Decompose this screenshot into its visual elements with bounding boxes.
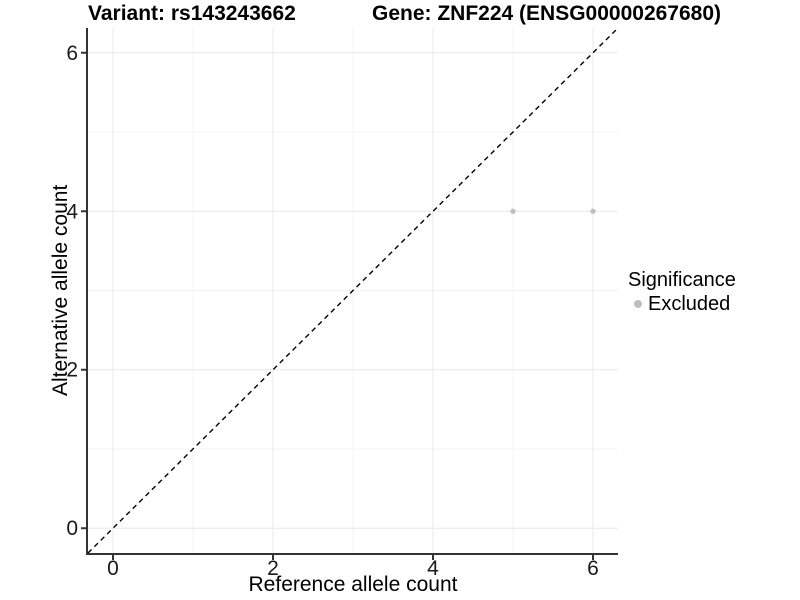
- x-tick-label: 2: [267, 557, 279, 580]
- legend-item-excluded: Excluded: [634, 293, 736, 315]
- x-tick-label: 6: [587, 557, 599, 580]
- y-tick-label: 4: [66, 200, 78, 223]
- y-tick-label: 6: [66, 42, 78, 65]
- excluded-point-icon: [634, 300, 642, 308]
- x-tick-label: 4: [427, 557, 439, 580]
- x-tick-label: 0: [107, 557, 119, 580]
- data-point: [590, 208, 596, 214]
- plot-svg: 0 2 4 6 0 2 4 6: [66, 27, 619, 580]
- legend-item-label: Excluded: [648, 293, 731, 315]
- data-point: [510, 208, 516, 214]
- plot-panel: 0 2 4 6 0 2 4 6: [66, 27, 619, 580]
- y-tick-label: 0: [66, 517, 78, 540]
- legend-title: Significance: [628, 269, 736, 291]
- x-axis-title: Reference allele count: [248, 573, 458, 596]
- y-tick-label: 2: [66, 359, 78, 382]
- legend: Significance Excluded: [628, 268, 736, 315]
- plot-title-variant: Variant: rs143243662: [88, 2, 296, 25]
- identity-dashed-line: [87, 27, 619, 554]
- y-axis-title: Alternative allele count: [49, 184, 72, 397]
- plot-title-gene: Gene: ZNF224 (ENSG00000267680): [372, 2, 722, 25]
